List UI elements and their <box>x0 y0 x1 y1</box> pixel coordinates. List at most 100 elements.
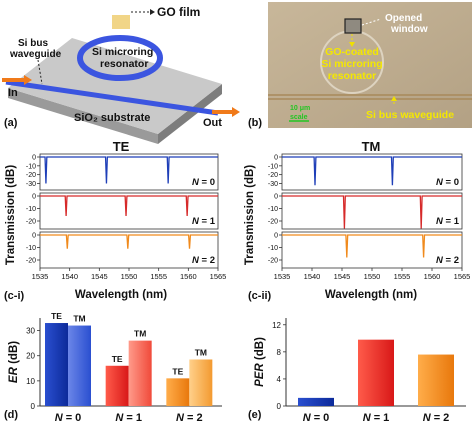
panel-c-i-xlabel: Wavelength (nm) <box>75 289 167 301</box>
te-ytick-label: -20 <box>26 258 36 265</box>
er-ytick-label: 20 <box>26 352 35 361</box>
per-bar <box>298 397 334 406</box>
panel-e-label: (e) <box>248 409 262 421</box>
panel-c-ii-title: TM <box>362 139 381 154</box>
ring-label-1: GO-coated <box>325 46 379 58</box>
te-xtick-label: 1550 <box>121 272 138 281</box>
bus-waveguide-label-1: Si bus <box>18 38 48 49</box>
er-category-label: N = 1 <box>115 412 142 424</box>
per-ytick-label: 0 <box>277 402 282 411</box>
tm-ytick-label: -30 <box>268 181 278 188</box>
tm-trace-label-2: N = 2 <box>436 255 459 266</box>
er-ylabel: ER (dB) <box>8 341 20 383</box>
te-ytick-label: -30 <box>26 181 36 188</box>
er-bar-series-label: TM <box>134 329 146 339</box>
er-category-label: N = 0 <box>55 412 82 424</box>
te-xtick-label: 1535 <box>32 272 49 281</box>
window-pointer <box>361 18 382 26</box>
tm-ytick-label: -20 <box>268 258 278 265</box>
te-trace-0 <box>40 156 218 184</box>
er-bar-series-label: TE <box>112 354 123 364</box>
te-xtick-label: 1560 <box>180 272 197 281</box>
te-xtick-label: 1540 <box>61 272 78 281</box>
te-ytick-label: 0 <box>32 233 36 240</box>
te-trace-2 <box>40 234 218 249</box>
per-bar <box>418 354 454 406</box>
substrate-label: SiO₂ substrate <box>74 112 150 124</box>
tm-ytick-label: 0 <box>274 194 278 201</box>
te-xtick-label: 1565 <box>210 272 227 281</box>
panel-c-i-ylabel: Transmission (dB) <box>5 165 17 265</box>
per-ytick-label: 8 <box>277 348 282 357</box>
tm-ytick-label: -20 <box>268 172 278 179</box>
scale-bar-label-2: scale <box>290 114 308 121</box>
tm-trace-label-0: N = 0 <box>436 177 459 188</box>
te-ytick-label: -20 <box>26 219 36 226</box>
panel-d-label: (d) <box>4 409 18 421</box>
panel-e-per-chart: 0 4 8 12 PER (dB) N = 0 N = 1 N = 2 (e) <box>248 318 466 424</box>
tm-xtick-label: 1565 <box>454 272 471 281</box>
per-ytick-label: 12 <box>272 321 281 330</box>
tm-plot-frame-2 <box>281 231 463 269</box>
tm-ytick-label: -20 <box>268 219 278 226</box>
panel-c-ii: 0-10-20-30 N = 00-10-20 N = 10-10-20 N = 21… <box>268 153 471 281</box>
tm-trace-0 <box>282 156 462 186</box>
te-ytick-label: -10 <box>26 206 36 213</box>
er-bar-series-label: TM <box>195 347 207 357</box>
tm-xtick-label: 1560 <box>424 272 441 281</box>
tm-ytick-label: 0 <box>274 155 278 162</box>
per-category-label: N = 1 <box>363 412 390 424</box>
per-category-label: N = 0 <box>303 412 330 424</box>
in-label: In <box>8 87 18 99</box>
te-xtick-label: 1545 <box>91 272 108 281</box>
go-film-arrowhead <box>150 9 155 15</box>
in-arrowhead <box>24 75 32 85</box>
per-bar <box>358 339 394 406</box>
bus-waveguide-pointer <box>37 59 43 85</box>
tm-plot-frame-1 <box>281 192 463 230</box>
er-bar-tm <box>68 325 91 406</box>
panel-a: GO film Si bus waveguide Si microring re… <box>2 5 240 144</box>
te-plot-frame-1 <box>39 192 219 230</box>
er-bar-te <box>166 378 190 406</box>
bus-label: Si bus waveguide <box>366 109 454 121</box>
te-trace-1 <box>40 195 218 217</box>
te-trace-label-2: N = 2 <box>192 255 215 266</box>
substrate-side <box>8 88 158 144</box>
tm-xtick-label: 1555 <box>394 272 411 281</box>
tm-xtick-label: 1540 <box>304 272 321 281</box>
ring-label-2: Si microring <box>321 58 382 70</box>
panel-b: Opened window GO-coated Si microring res… <box>248 2 472 129</box>
panel-d-er-chart: 0 10 20 30 ER (dB) TE TM N = 0 TE TM N = 1 TE TM N = … <box>4 311 222 424</box>
go-film <box>112 15 130 29</box>
microring-resonator <box>77 35 163 81</box>
te-trace-label-1: N = 1 <box>192 216 216 227</box>
substrate-top <box>8 38 222 134</box>
te-ytick-label: -10 <box>26 245 36 252</box>
per-category-label: N = 2 <box>423 412 450 424</box>
er-bar-te <box>105 365 129 406</box>
opened-window <box>344 18 362 34</box>
bus-waveguide-label-2: waveguide <box>9 49 62 60</box>
bus-waveguide <box>5 79 219 116</box>
te-plot-frame-0 <box>39 153 219 191</box>
er-bar-te <box>45 323 68 406</box>
window-label-1: Opened <box>385 13 422 24</box>
er-bar-tm <box>189 359 213 406</box>
panel-c-i-title: TE <box>113 139 130 154</box>
te-ytick-label: -20 <box>26 172 36 179</box>
te-trace-label-0: N = 0 <box>192 177 215 188</box>
tm-ytick-label: 0 <box>274 233 278 240</box>
panel-c-i-label: (c-i) <box>4 290 25 302</box>
tm-ytick-label: -10 <box>268 245 278 252</box>
resonator-label-1: Si microring <box>92 46 153 58</box>
er-bar-series-label: TE <box>51 311 62 321</box>
te-xtick-label: 1555 <box>150 272 167 281</box>
panel-c-ii-xlabel: Wavelength (nm) <box>325 289 417 301</box>
tm-xtick-label: 1550 <box>364 272 381 281</box>
per-ytick-label: 4 <box>277 375 282 384</box>
tm-ytick-label: -10 <box>268 206 278 213</box>
tm-xtick-label: 1545 <box>334 272 351 281</box>
window-label-2: window <box>390 24 428 35</box>
